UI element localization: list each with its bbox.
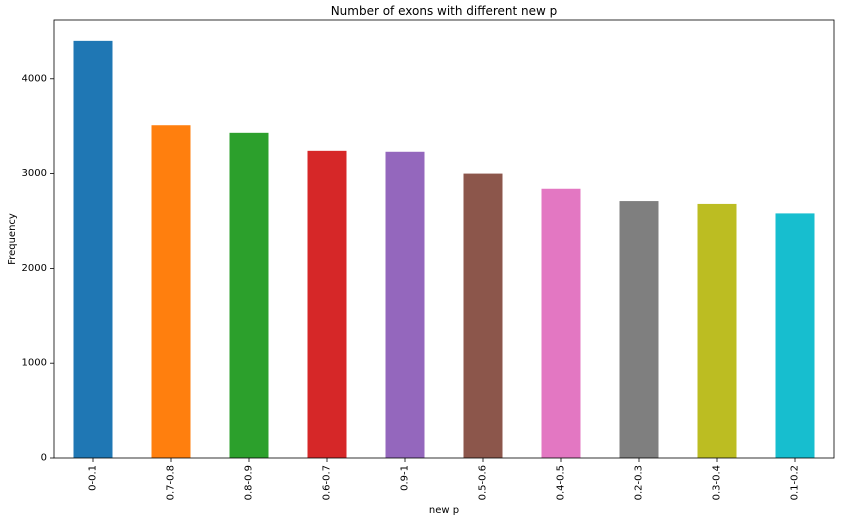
x-tick-label: 0.5-0.6 xyxy=(478,465,489,500)
bar-0.7-0.8 xyxy=(151,125,191,458)
bar-0.9-1 xyxy=(385,151,425,458)
x-tick-label: 0.7-0.8 xyxy=(166,465,177,500)
bar-0.4-0.5 xyxy=(541,188,581,459)
bar-0.2-0.3 xyxy=(619,201,659,458)
x-tick-label: 0.3-0.4 xyxy=(712,465,723,500)
bar-0-0.1 xyxy=(73,40,113,458)
y-axis: 0 1000 2000 3000 4000 xyxy=(22,73,54,464)
plot-frame xyxy=(53,19,835,459)
bar-group xyxy=(73,40,815,459)
y-tick-label: 2000 xyxy=(22,263,47,274)
x-axis-label: new p xyxy=(429,505,459,516)
x-axis: 0-0.1 0.7-0.8 0.8-0.9 0.6-0.7 0.9-1 0.5-0.6 0.… xyxy=(88,458,801,500)
bar-0.3-0.4 xyxy=(697,203,737,458)
bar-0.5-0.6 xyxy=(463,173,503,458)
x-tick-label: 0-0.1 xyxy=(88,465,99,491)
x-tick-label: 0.6-0.7 xyxy=(322,465,333,500)
x-tick-label: 0.9-1 xyxy=(400,465,411,491)
y-tick-label: 3000 xyxy=(22,168,47,179)
y-tick-label: 4000 xyxy=(22,73,47,84)
y-tick-label: 0 xyxy=(41,453,47,464)
bar-0.6-0.7 xyxy=(307,150,347,458)
bar-0.8-0.9 xyxy=(229,132,269,458)
y-tick-label: 1000 xyxy=(22,358,47,369)
chart-title: Number of exons with different new p xyxy=(331,4,558,18)
y-axis-label: Frequency xyxy=(7,213,18,265)
x-tick-label: 0.1-0.2 xyxy=(790,465,801,500)
bar-0.1-0.2 xyxy=(775,213,815,458)
x-tick-label: 0.4-0.5 xyxy=(556,465,567,500)
x-tick-label: 0.2-0.3 xyxy=(634,465,645,500)
x-tick-label: 0.8-0.9 xyxy=(244,465,255,500)
